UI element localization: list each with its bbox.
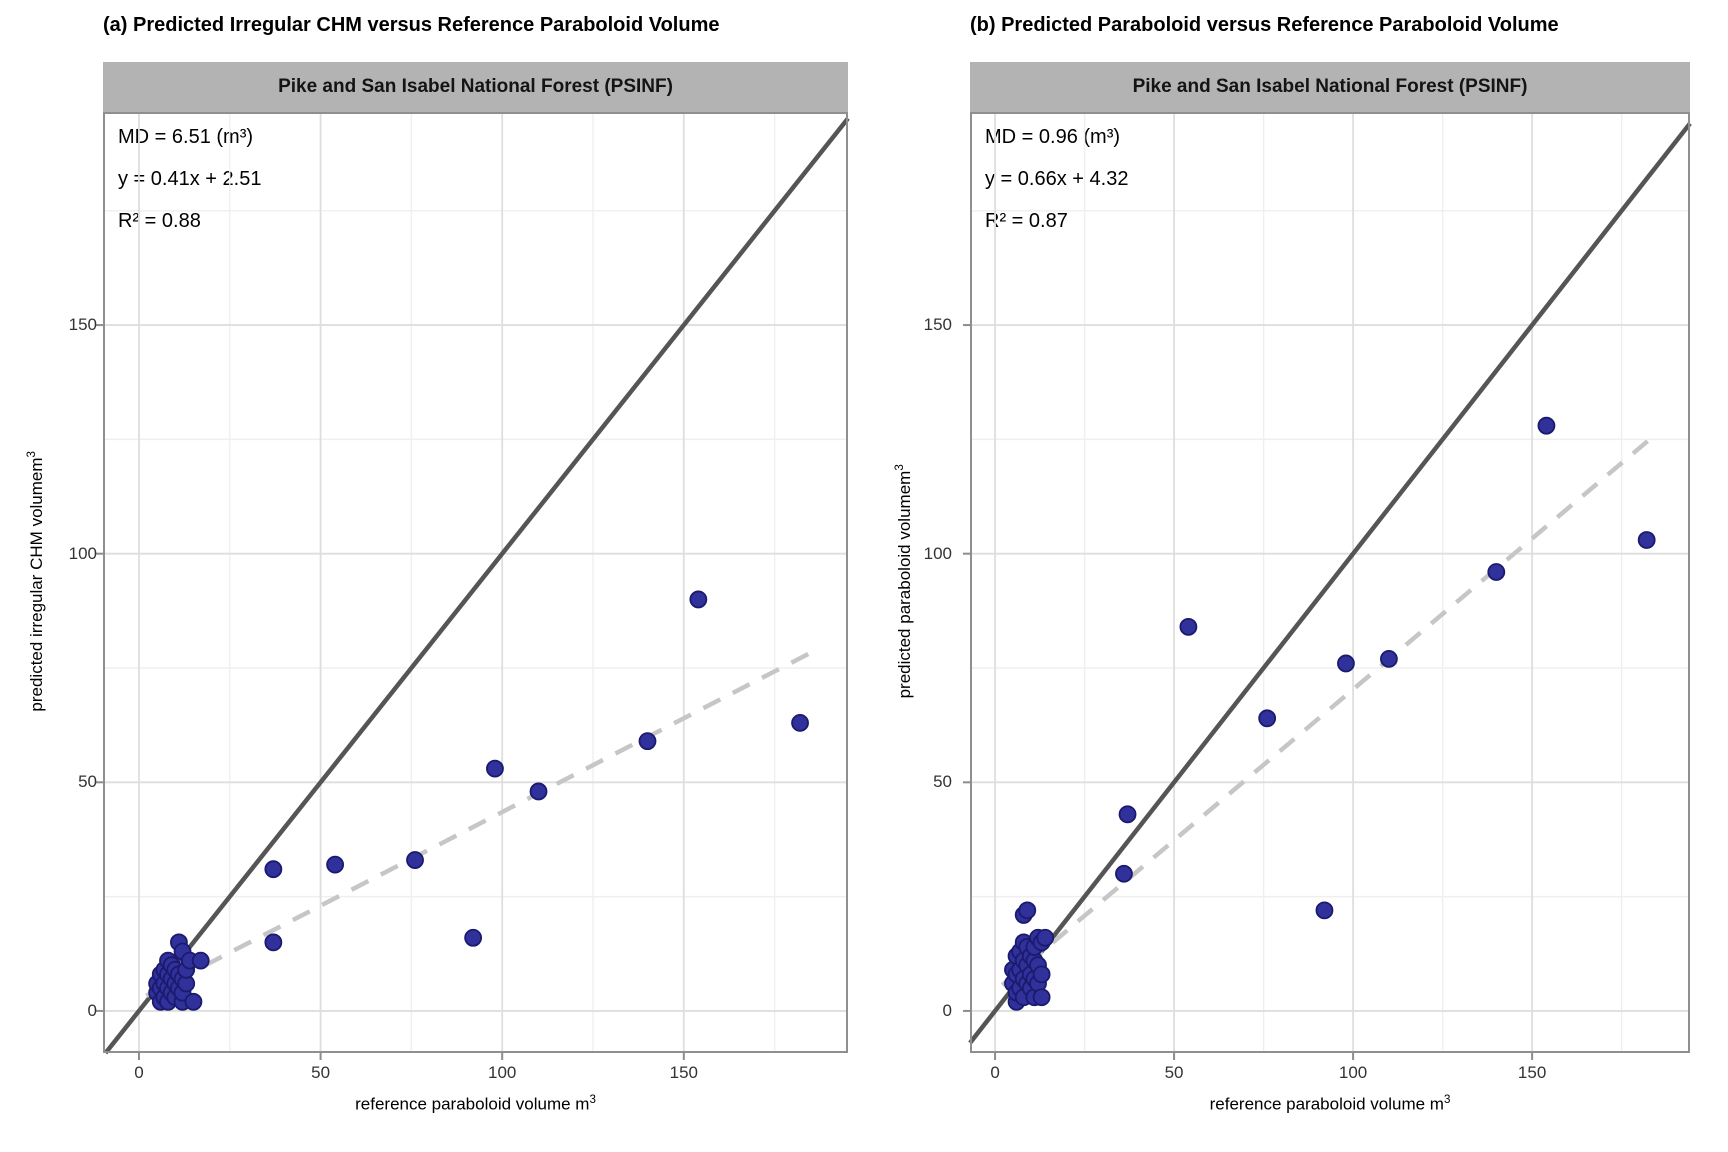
panel-a-y-axis-title-text: predicted irregular CHM volumem (26, 457, 46, 712)
regression-line (145, 650, 812, 998)
y-tick-label: 50 (933, 772, 952, 792)
data-point (638, 732, 657, 751)
panel-a-title: (a) Predicted Irregular CHM versus Refer… (103, 14, 720, 36)
identity-line (968, 122, 1692, 1045)
data-point (1179, 617, 1198, 636)
panel-b-y-axis-title-sup: 3 (894, 464, 907, 471)
x-tick-label: 0 (134, 1063, 144, 1082)
panel-b-x-axis-title-text: reference paraboloid volume m (1209, 1094, 1444, 1114)
data-point (1036, 928, 1055, 947)
data-point (1315, 901, 1334, 920)
x-tick-label: 0 (990, 1063, 1000, 1082)
panel-b-annotations: MD = 0.96 (m³) y = 0.66x + 4.32 R² = 0.8… (985, 116, 1128, 242)
data-point (184, 992, 203, 1011)
panel-a-x-axis-title-sup: 3 (589, 1094, 596, 1106)
data-point (406, 851, 424, 869)
panel-a-facet-strip: Pike and San Isabel National Forest (PSI… (103, 62, 848, 112)
panel-b-x-axis-title: reference paraboloid volume m3 (970, 1094, 1690, 1115)
panel-border (103, 112, 848, 1053)
data-point (486, 759, 504, 778)
panel-a-plot-area (96, 112, 850, 1060)
data-point (1379, 649, 1398, 668)
y-tick-label: 150 (68, 315, 97, 335)
panel-b-title: (b) Predicted Paraboloid versus Referenc… (970, 14, 1559, 36)
data-point (529, 782, 548, 801)
data-point (264, 933, 283, 952)
y-tick-label: 150 (923, 315, 952, 335)
panel-b-y-axis-title-text: predicted paraboloid volumem (894, 470, 914, 699)
panel-a-x-axis-title: reference paraboloid volume m3 (103, 1094, 848, 1115)
data-point (1032, 988, 1051, 1007)
data-point (191, 951, 210, 970)
regression-line (1000, 431, 1659, 987)
panel-b-equation-text: y = 0.66x + 4.32 (985, 168, 1129, 190)
panel-b-md-text: MD = 0.96 (m³) (985, 126, 1121, 148)
x-tick-label: 50 (1164, 1063, 1184, 1082)
data-point (264, 860, 283, 879)
data-point (326, 855, 345, 874)
panel-b-y-axis-title: predicted paraboloid volumem3 (894, 111, 915, 1052)
data-point (1637, 531, 1656, 549)
x-tick-label: 150 (1517, 1063, 1547, 1082)
panel-b-plot-area (963, 112, 1692, 1060)
data-point (1115, 864, 1133, 883)
data-point (689, 590, 708, 609)
panel-a-md-text: MD = 6.51 (m³) (118, 126, 254, 148)
x-tick-label: 150 (669, 1063, 698, 1082)
identity-line (103, 117, 850, 1055)
data-point (1537, 416, 1556, 435)
x-tick-label: 100 (1338, 1063, 1368, 1082)
panel-b-facet-strip: Pike and San Isabel National Forest (PSI… (970, 62, 1690, 112)
data-point (1258, 709, 1277, 728)
data-point (1487, 563, 1506, 581)
panel-a-equation-text: y = 0.41x + 2.51 (118, 168, 262, 190)
data-point (1018, 901, 1037, 920)
panel-b-x-axis-title-sup: 3 (1443, 1094, 1451, 1106)
panel-border (970, 112, 1690, 1053)
x-tick-label: 50 (311, 1063, 331, 1082)
data-point (1032, 965, 1051, 984)
y-tick-label: 100 (68, 543, 97, 563)
data-point (1337, 654, 1355, 673)
y-tick-label: 100 (923, 543, 952, 563)
data-point (464, 928, 483, 947)
panel-a-y-axis-title-sup: 3 (26, 451, 39, 458)
panel-a-y-axis-title: predicted irregular CHM volumem3 (26, 111, 47, 1052)
y-tick-label: 0 (942, 1000, 952, 1020)
data-point (1118, 805, 1137, 824)
data-point (791, 713, 809, 732)
x-tick-label: 100 (488, 1063, 517, 1082)
panel-b-r2-text: R² = 0.87 (985, 210, 1068, 232)
y-tick-label: 50 (78, 772, 97, 792)
panel-a-x-axis-title-text: reference paraboloid volume m (355, 1094, 590, 1114)
y-tick-label: 0 (87, 1000, 97, 1020)
